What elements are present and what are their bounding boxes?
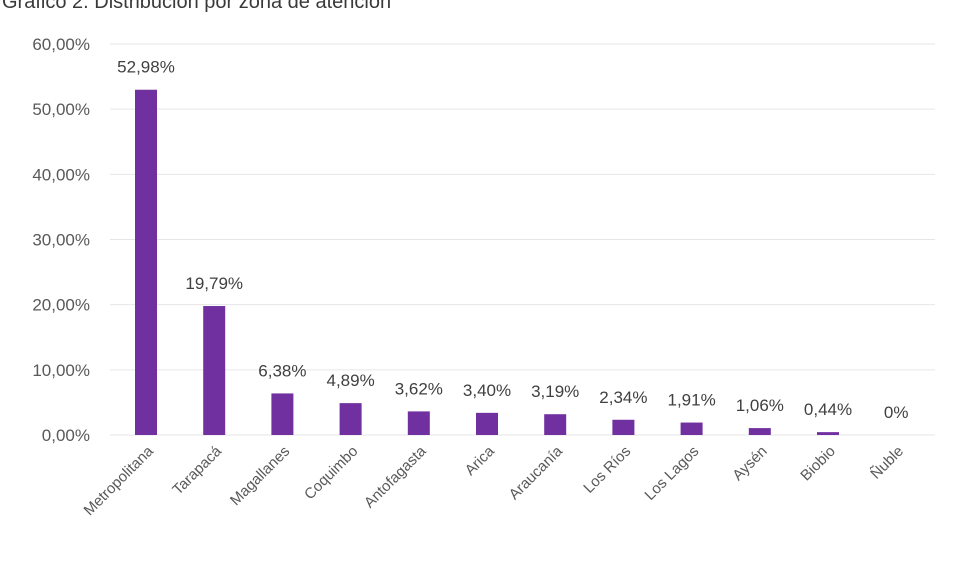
bar <box>476 412 498 435</box>
data-label: 1,91% <box>667 391 715 410</box>
y-tick-label: 60,00% <box>32 35 90 54</box>
bar <box>271 393 294 435</box>
y-tick-label: 10,00% <box>32 361 90 380</box>
y-tick-label: 40,00% <box>32 165 90 184</box>
data-label: 3,62% <box>395 379 443 398</box>
category-label: Aysén <box>729 443 770 484</box>
data-label: 0,44% <box>804 400 852 419</box>
bar <box>135 89 157 435</box>
chart-title: Gráfico 2. Distribución por zona de aten… <box>2 0 392 13</box>
data-label: 52,98% <box>117 58 175 77</box>
category-label: Metropolitana <box>81 442 158 519</box>
data-label: 19,79% <box>185 274 243 293</box>
data-label: 0% <box>884 403 909 422</box>
y-tick-label: 20,00% <box>32 296 90 315</box>
y-tick-label: 30,00% <box>32 231 90 250</box>
category-label: Coquimbo <box>301 443 361 503</box>
category-label: Magallanes <box>227 443 293 509</box>
data-label: 2,34% <box>599 388 647 407</box>
bar <box>612 419 635 435</box>
category-label: Antofagasta <box>361 442 430 511</box>
bar <box>748 428 771 435</box>
category-label: Los Lagos <box>641 443 702 504</box>
bar <box>817 432 839 435</box>
y-tick-label: 0,00% <box>42 426 90 445</box>
bar <box>339 403 362 435</box>
data-label: 4,89% <box>326 371 374 390</box>
data-label: 3,19% <box>531 382 579 401</box>
category-label: Arica <box>462 442 499 479</box>
category-label: Biobio <box>797 443 839 485</box>
category-label: Los Ríos <box>580 443 634 497</box>
bar <box>680 422 703 435</box>
data-label: 3,40% <box>463 381 511 400</box>
data-label: 6,38% <box>258 361 306 380</box>
category-label: Tarapacá <box>169 442 225 498</box>
bar <box>407 411 430 435</box>
y-tick-label: 50,00% <box>32 100 90 119</box>
bar <box>544 414 567 435</box>
category-label: Ñuble <box>867 443 907 483</box>
data-label: 1,06% <box>736 396 784 415</box>
bar <box>203 306 226 435</box>
category-label: Araucanía <box>506 442 567 503</box>
